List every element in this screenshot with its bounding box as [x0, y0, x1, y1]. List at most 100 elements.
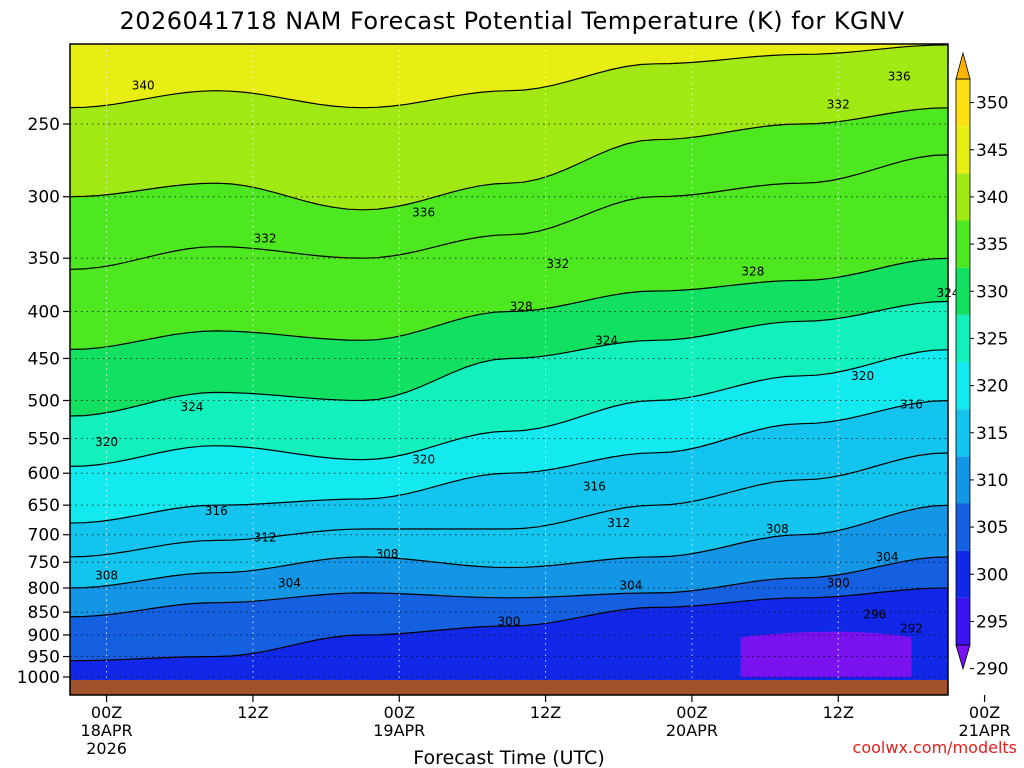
contour-label: 312 [607, 516, 630, 530]
contour-label: 316 [583, 479, 606, 493]
x-tick-label: 12Z [530, 703, 561, 722]
colorbar-label: 295 [976, 612, 1008, 632]
contour-label: 308 [766, 522, 789, 536]
y-tick-label: 750 [28, 553, 60, 573]
colorbar-segment [956, 409, 970, 457]
isentrope-312 [70, 452, 948, 558]
contour-label: 304 [619, 578, 642, 592]
contour-label: 304 [876, 550, 899, 564]
contour-label: 316 [205, 504, 228, 518]
y-tick-label: 800 [28, 579, 60, 599]
x-axis-label: Forecast Time (UTC) [413, 747, 604, 768]
contour-label: 320 [851, 369, 874, 383]
colorbar-segment [956, 220, 970, 268]
potential-temperature-fill [70, 44, 948, 695]
contour-label: 336 [412, 205, 435, 219]
fill-band-cold-pocket [740, 631, 912, 677]
contour-label: 328 [741, 265, 764, 279]
y-tick-label: 250 [28, 115, 60, 135]
x-tick-label: 00Z [91, 703, 122, 722]
contour-label: 340 [132, 79, 155, 93]
isentrope-320 [70, 349, 948, 467]
y-tick-label: 600 [28, 464, 60, 484]
x-tick-label: 12Z [237, 703, 268, 722]
colorbar-segment [956, 362, 970, 410]
contour-label: 312 [254, 531, 277, 545]
contour-label: 328 [510, 299, 533, 313]
contour-labels: 3403363363323323323283283243243243203203… [95, 70, 959, 636]
y-tick-label: 850 [28, 603, 60, 623]
y-tick-label: 1000 [17, 668, 60, 688]
y-tick-label: 350 [28, 249, 60, 269]
x-tick-label: 12Z [823, 703, 854, 722]
colorbar-label: 305 [976, 518, 1008, 538]
isentrope-304 [70, 556, 948, 618]
colorbar-label: 310 [976, 471, 1008, 491]
x-tick-label: 19APR [373, 721, 425, 740]
grid-lines [70, 44, 948, 695]
contour-label: 300 [498, 614, 521, 628]
y-tick-label: 950 [28, 648, 60, 668]
contour-label: 320 [412, 453, 435, 467]
x-tick-label: 2026 [86, 739, 127, 758]
contour-label: 292 [900, 621, 923, 635]
y-tick-label: 300 [28, 188, 60, 208]
x-tick-label: 00Z [676, 703, 707, 722]
colorbar-label: 325 [976, 329, 1008, 349]
fill-band-300 [70, 588, 948, 695]
colorbar-label: 300 [976, 565, 1008, 585]
colorbar-label: 350 [976, 94, 1008, 114]
y-tick-label: 400 [28, 302, 60, 322]
colorbar-label: 335 [976, 235, 1008, 255]
isentrope-324 [70, 300, 948, 417]
colorbar-segment [956, 267, 970, 315]
colorbar: 290 295 300 305 310 315 320 325 330 335 340 345 350 [955, 51, 1008, 680]
colorbar-segment [956, 173, 970, 221]
isentrope-332 [70, 154, 948, 270]
colorbar-segment [956, 597, 970, 645]
colorbar-frame [955, 78, 971, 646]
x-tick-label: 00Z [384, 703, 415, 722]
y-tick-label: 450 [28, 349, 60, 369]
isentrope-lines [70, 44, 948, 662]
colorbar-segment [956, 503, 970, 551]
colorbar-segment [956, 79, 970, 127]
contour-label: 332 [827, 97, 850, 111]
isentrope-340 [70, 44, 948, 109]
contour-label: 320 [95, 435, 118, 449]
colorbar-label: 290 [976, 660, 1008, 680]
y-tick-label: 550 [28, 430, 60, 450]
colorbar-label: 320 [976, 377, 1008, 397]
colorbar-segment [956, 314, 970, 362]
colorbar-label: 340 [976, 188, 1008, 208]
colorbar-segment [956, 456, 970, 504]
contour-label: 308 [95, 568, 118, 582]
colorbar-segment [956, 126, 970, 174]
contour-label: 300 [827, 576, 850, 590]
colorbar-label: 330 [976, 282, 1008, 302]
x-tick-label: 00Z [969, 703, 1000, 722]
colorbar-segment [956, 550, 970, 598]
contour-label: 316 [900, 397, 923, 411]
contour-label: 324 [595, 333, 618, 347]
contour-label: 336 [888, 70, 911, 84]
contour-label: 332 [546, 257, 569, 271]
y-axis: 250 300 350 400 450 500 550 600 650 700 750 800 850 9… [17, 115, 70, 688]
contour-label: 296 [863, 608, 886, 622]
y-tick-label: 650 [28, 496, 60, 516]
ground [70, 680, 948, 695]
contour-label: 304 [278, 576, 301, 590]
isentrope-300 [70, 587, 948, 662]
y-tick-label: 500 [28, 392, 60, 412]
y-tick-label: 900 [28, 626, 60, 646]
x-tick-label: 21APR [959, 721, 1011, 740]
x-tick-label: 18APR [81, 721, 133, 740]
y-tick-label: 700 [28, 526, 60, 546]
contour-label: 332 [254, 231, 277, 245]
isentrope-316 [70, 400, 948, 524]
credit-text: coolwx.com/modelts [853, 738, 1017, 757]
plot-frame [69, 43, 949, 696]
colorbar-label: 315 [976, 424, 1008, 444]
contour-label: 324 [180, 400, 203, 414]
